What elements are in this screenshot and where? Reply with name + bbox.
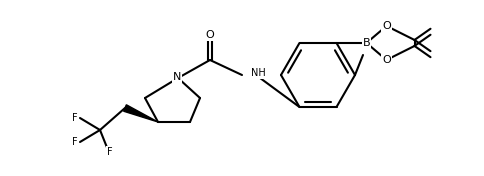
Text: F: F: [72, 113, 78, 123]
Text: O: O: [382, 21, 391, 31]
Text: B: B: [363, 38, 370, 48]
Polygon shape: [123, 105, 158, 122]
Text: O: O: [206, 30, 214, 40]
Text: O: O: [382, 55, 391, 65]
Text: F: F: [72, 137, 78, 147]
Text: NH: NH: [251, 68, 266, 78]
Text: N: N: [173, 72, 181, 82]
Text: F: F: [107, 147, 113, 157]
